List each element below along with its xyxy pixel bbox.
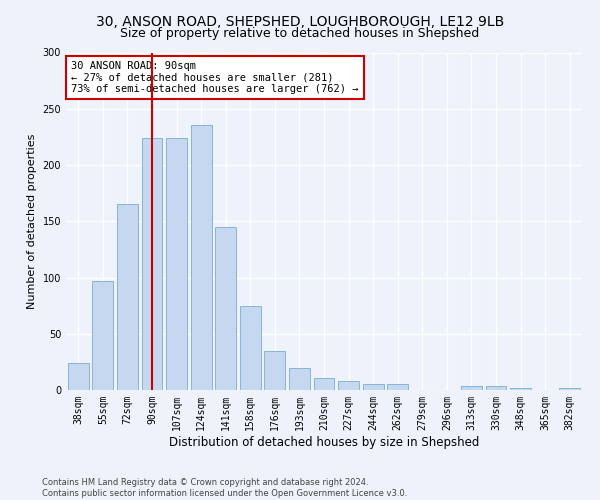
Bar	[510, 388, 531, 390]
Bar	[461, 386, 482, 390]
Bar	[68, 363, 89, 390]
X-axis label: Distribution of detached houses by size in Shepshed: Distribution of detached houses by size …	[169, 436, 479, 448]
Bar	[215, 227, 236, 390]
Bar	[117, 204, 138, 390]
Bar	[314, 378, 334, 390]
Bar	[240, 306, 261, 390]
Bar	[92, 281, 113, 390]
Bar	[559, 388, 580, 390]
Bar	[166, 138, 187, 390]
Y-axis label: Number of detached properties: Number of detached properties	[27, 134, 37, 309]
Bar	[362, 384, 383, 390]
Bar	[265, 350, 286, 390]
Text: 30 ANSON ROAD: 90sqm
← 27% of detached houses are smaller (281)
73% of semi-deta: 30 ANSON ROAD: 90sqm ← 27% of detached h…	[71, 61, 359, 94]
Bar	[191, 124, 212, 390]
Bar	[289, 368, 310, 390]
Text: 30, ANSON ROAD, SHEPSHED, LOUGHBOROUGH, LE12 9LB: 30, ANSON ROAD, SHEPSHED, LOUGHBOROUGH, …	[96, 15, 504, 29]
Text: Contains HM Land Registry data © Crown copyright and database right 2024.
Contai: Contains HM Land Registry data © Crown c…	[42, 478, 407, 498]
Bar	[338, 381, 359, 390]
Bar	[142, 138, 163, 390]
Bar	[387, 384, 408, 390]
Bar	[485, 386, 506, 390]
Text: Size of property relative to detached houses in Shepshed: Size of property relative to detached ho…	[121, 28, 479, 40]
